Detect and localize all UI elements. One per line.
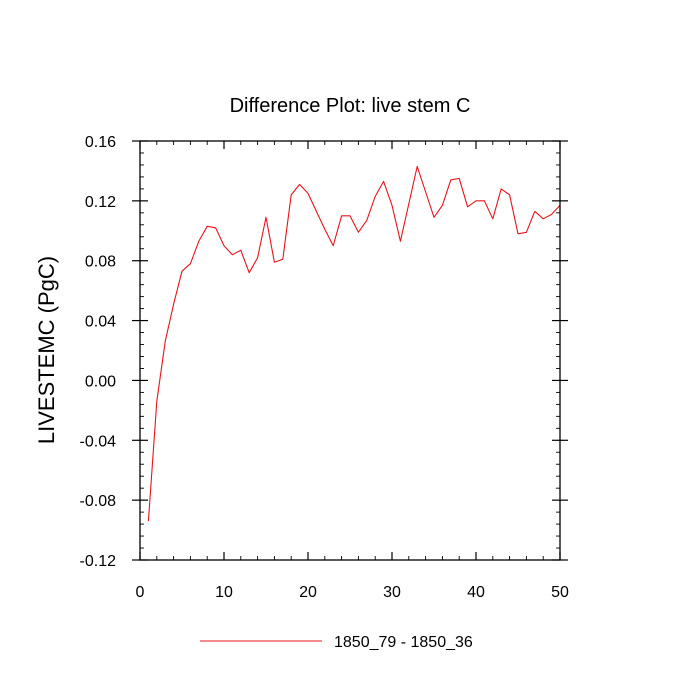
axis-ticks	[132, 140, 568, 561]
plot-series	[147, 165, 561, 522]
plot-frame	[139, 140, 561, 561]
y-tick-label: 0.16	[85, 134, 116, 151]
x-tick-label: 10	[215, 584, 233, 601]
y-axis-label: LIVESTEMC (PgC)	[34, 256, 59, 444]
x-tick-label: 0	[136, 584, 145, 601]
y-tick-label: 0.04	[85, 314, 116, 331]
chart-title: Difference Plot: live stem C	[230, 95, 471, 117]
legend: 1850_79 - 1850_36	[200, 634, 473, 651]
y-tick-label: -0.08	[80, 493, 117, 510]
x-tick-label: 50	[551, 584, 569, 601]
y-tick-label: -0.04	[80, 433, 117, 450]
tick-labels: 0 10 20 30 40 50 0.16 0.12 0.08 0.04 0.00 -0.04 -0.0…	[80, 134, 569, 601]
y-tick-label: 0.08	[85, 254, 116, 271]
y-tick-label: -0.12	[80, 553, 117, 570]
x-tick-label: 30	[383, 584, 401, 601]
series-line-0	[147, 165, 561, 522]
x-tick-label: 40	[467, 584, 485, 601]
y-tick-label: 0.12	[85, 194, 116, 211]
x-tick-label: 20	[299, 584, 317, 601]
y-tick-label: 0.00	[85, 373, 116, 390]
legend-label: 1850_79 - 1850_36	[334, 634, 473, 651]
